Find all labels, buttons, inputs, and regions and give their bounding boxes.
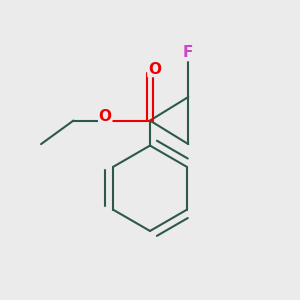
Text: O: O <box>148 61 161 76</box>
Text: O: O <box>99 109 112 124</box>
Text: F: F <box>183 45 194 60</box>
